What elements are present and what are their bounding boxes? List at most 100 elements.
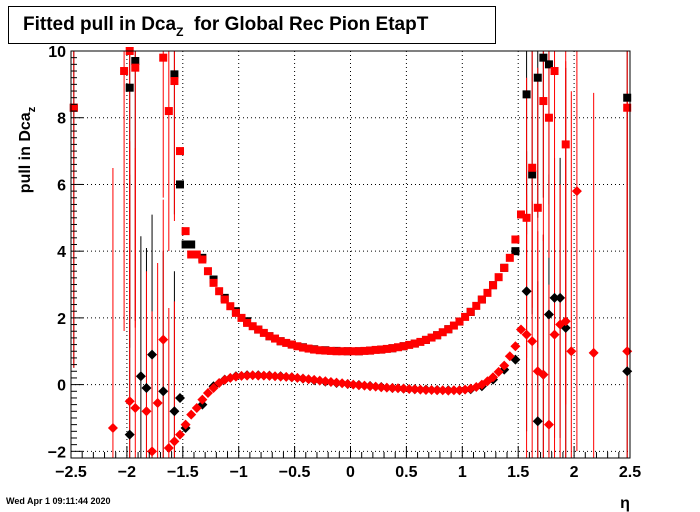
data-point-square — [455, 317, 464, 326]
x-tick-label: 1.5 — [507, 464, 529, 481]
data-point-square — [259, 328, 268, 337]
y-tick-label: 4 — [57, 244, 66, 261]
data-point-diamond — [588, 347, 599, 358]
data-point-diamond — [499, 360, 510, 371]
data-point-diamond — [415, 384, 426, 395]
data-point-square — [265, 332, 274, 341]
chart-title: Fitted pull in DcaZ for Global Rec Pion … — [23, 14, 428, 39]
data-point-square — [416, 337, 425, 346]
x-tick-label: 1 — [458, 464, 467, 481]
data-point-square — [388, 344, 397, 353]
data-point-diamond — [281, 371, 292, 382]
data-point-diamond — [393, 383, 404, 394]
data-point-square — [226, 302, 235, 311]
data-point-square — [343, 347, 352, 356]
y-axis-label-sub: z — [26, 106, 38, 112]
y-tick-label: 6 — [57, 177, 66, 194]
x-axis-label: η — [620, 495, 630, 512]
data-point-square — [125, 83, 134, 92]
data-point-square — [528, 170, 537, 179]
data-point-diamond — [437, 385, 448, 396]
data-point-diamond — [426, 384, 437, 395]
y-tick-label: 8 — [57, 111, 66, 128]
data-point-square — [421, 335, 430, 344]
data-point-diamond — [376, 382, 387, 393]
data-point-diamond — [253, 370, 264, 381]
data-point-diamond — [175, 429, 186, 440]
data-point-diamond — [191, 402, 202, 413]
data-point-square — [511, 247, 520, 256]
error-bars — [73, 51, 628, 458]
y-axis-label: pull in Dcaz — [17, 106, 38, 193]
data-point-diamond — [504, 351, 515, 362]
data-point-diamond — [158, 386, 169, 397]
data-point-square — [544, 60, 553, 69]
data-point-diamond — [493, 366, 504, 377]
data-point-diamond — [543, 419, 554, 430]
data-point-square — [461, 312, 470, 321]
title-subscript: Z — [176, 25, 184, 39]
data-point-square — [377, 345, 386, 354]
data-point-square — [500, 263, 509, 272]
data-point-square — [433, 331, 442, 340]
data-point-square — [516, 210, 525, 219]
data-point-square — [410, 339, 419, 348]
data-point-square — [444, 325, 453, 334]
data-point-diamond — [141, 406, 152, 417]
data-point-diamond — [197, 394, 208, 405]
data-point-diamond — [242, 370, 253, 381]
data-point-square — [539, 53, 548, 62]
data-point-square — [483, 288, 492, 297]
data-point-diamond — [521, 329, 532, 340]
data-point-diamond — [622, 366, 633, 377]
y-tick-label: 10 — [48, 44, 66, 61]
data-point-square — [304, 344, 313, 353]
data-point-diamond — [247, 370, 258, 381]
data-point-diamond — [549, 329, 560, 340]
data-point-diamond — [538, 369, 549, 380]
data-point-square — [449, 321, 458, 330]
data-point-square — [187, 240, 196, 249]
data-point-diamond — [208, 382, 219, 393]
data-point-square — [366, 346, 375, 355]
x-tick-label: −1 — [230, 464, 248, 481]
data-point-square — [494, 273, 503, 282]
data-point-square — [623, 93, 632, 102]
data-point-diamond — [443, 385, 454, 396]
data-point-diamond — [622, 346, 633, 357]
data-point-diamond — [180, 419, 191, 430]
data-point-square — [181, 240, 190, 249]
plot-frame — [70, 50, 631, 459]
y-tick-label: 2 — [57, 311, 66, 328]
y-tick-label: 0 — [57, 378, 66, 395]
data-point-square — [539, 97, 548, 106]
x-tick-label: −1.5 — [167, 464, 199, 481]
data-point-square — [438, 328, 447, 337]
data-point-diamond — [158, 334, 169, 345]
data-point-square — [248, 322, 257, 331]
data-point-diamond — [147, 349, 158, 360]
x-tick-label: −2 — [118, 464, 136, 481]
data-point-diamond — [186, 409, 197, 420]
data-point-square — [310, 345, 319, 354]
data-point-diamond — [202, 387, 213, 398]
title-main: Fitted pull in Dca — [23, 14, 177, 35]
data-point-diamond — [135, 371, 146, 382]
data-point-square — [511, 235, 520, 244]
data-point-square — [360, 346, 369, 355]
data-point-square — [164, 107, 173, 116]
data-point-square — [505, 253, 514, 262]
data-point-square — [282, 338, 291, 347]
data-point-square — [271, 334, 280, 343]
data-point-diamond — [488, 372, 499, 383]
data-point-diamond — [571, 186, 582, 197]
data-point-square — [276, 337, 285, 346]
data-point-square — [298, 343, 307, 352]
data-point-square — [254, 325, 263, 334]
data-point-square — [170, 70, 179, 79]
data-point-square — [472, 301, 481, 310]
data-point-square — [338, 347, 347, 356]
data-point-diamond — [398, 383, 409, 394]
data-point-square — [522, 213, 531, 222]
